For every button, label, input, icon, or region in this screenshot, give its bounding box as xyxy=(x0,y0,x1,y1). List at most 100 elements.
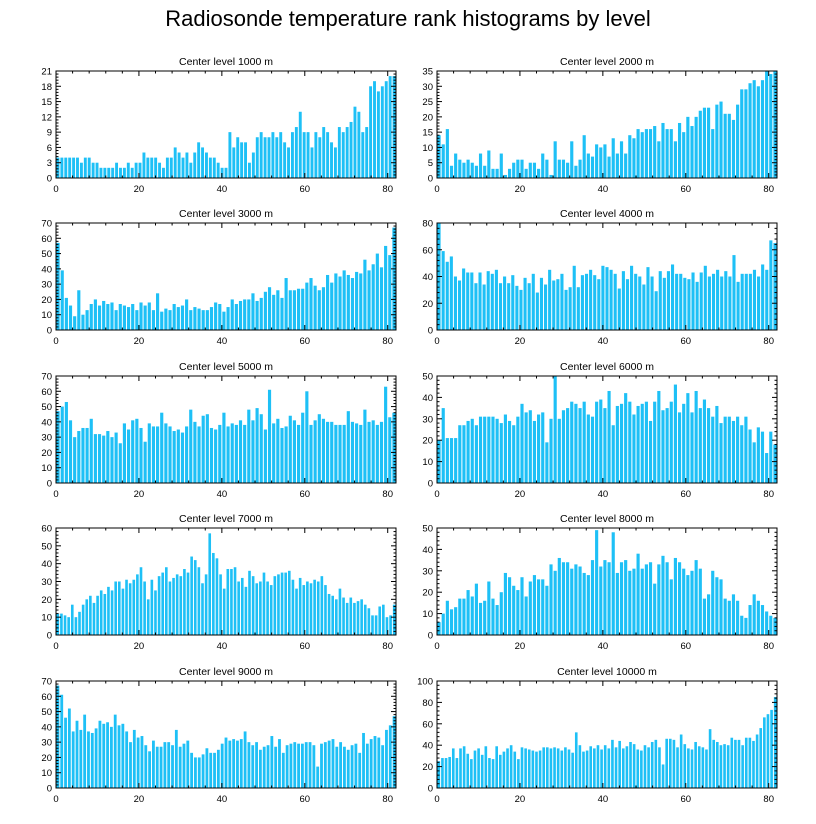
y-tick-label: 10 xyxy=(422,457,433,468)
histogram-bar xyxy=(248,570,251,635)
histogram-bar xyxy=(85,427,89,483)
histogram-bar xyxy=(89,595,92,635)
histogram-bar xyxy=(157,576,161,635)
histogram-bar xyxy=(658,271,662,330)
histogram-bar xyxy=(535,292,539,330)
histogram-bar xyxy=(560,750,564,788)
histogram-bar xyxy=(343,746,346,788)
histogram-bar xyxy=(135,418,139,483)
histogram-bar xyxy=(369,86,373,178)
histogram-bar xyxy=(634,273,638,330)
histogram-bar xyxy=(650,741,654,788)
histogram-bar xyxy=(682,568,686,635)
histogram-bar xyxy=(297,743,300,788)
histogram-bar xyxy=(197,308,201,330)
histogram-bar xyxy=(164,423,168,483)
histogram-bar xyxy=(313,285,317,330)
histogram-bar xyxy=(677,562,682,635)
x-tick-label: 80 xyxy=(382,489,393,500)
histogram-bar xyxy=(578,408,582,483)
histogram-bar xyxy=(139,567,143,635)
histogram-bar xyxy=(156,426,160,483)
histogram-bar xyxy=(316,581,320,635)
histogram-bar xyxy=(236,740,239,788)
histogram-bar xyxy=(279,132,283,178)
x-tick-label: 20 xyxy=(515,336,526,347)
histogram-bar xyxy=(237,581,240,635)
histogram-bar xyxy=(345,127,349,178)
histogram-bar xyxy=(528,410,532,483)
histogram-bar xyxy=(632,568,636,635)
histogram-bar xyxy=(79,729,83,788)
histogram-bar xyxy=(56,411,60,483)
histogram-bar xyxy=(267,137,271,178)
histogram-bar xyxy=(389,615,392,635)
histogram-bar xyxy=(132,729,136,788)
histogram-bar xyxy=(342,270,346,330)
histogram-bar xyxy=(520,159,524,178)
histogram-bar xyxy=(740,425,744,483)
histogram-bar xyxy=(445,129,449,178)
histogram-bar xyxy=(586,414,590,483)
histogram-bar xyxy=(349,597,353,635)
histogram-bar xyxy=(615,405,619,483)
histogram-bar xyxy=(712,739,716,788)
histogram-bar xyxy=(72,157,76,178)
histogram-bar xyxy=(549,748,553,788)
histogram-bar xyxy=(232,147,236,178)
histogram-bar xyxy=(169,157,173,178)
histogram-bar xyxy=(236,137,240,178)
histogram-bar xyxy=(346,749,350,788)
histogram-bar xyxy=(686,116,690,178)
histogram-bar xyxy=(305,282,309,330)
histogram-bar xyxy=(159,746,163,788)
histogram-bar xyxy=(284,426,288,483)
histogram-bar xyxy=(212,552,215,635)
y-tick-label: 80 xyxy=(422,219,433,230)
y-tick-label: 20 xyxy=(422,299,433,310)
histogram-bar xyxy=(60,406,64,483)
histogram-bar xyxy=(388,255,392,330)
histogram-bar xyxy=(676,747,679,788)
histogram-bar xyxy=(276,418,280,483)
y-tick-label: 60 xyxy=(41,234,52,245)
histogram-bar xyxy=(769,74,773,178)
histogram-bar xyxy=(209,752,213,788)
x-tick-label: 20 xyxy=(515,794,526,805)
x-tick-label: 40 xyxy=(598,641,609,652)
y-tick-label: 10 xyxy=(41,310,52,321)
histogram-bar xyxy=(532,420,537,483)
histogram-bar xyxy=(741,745,744,788)
histogram-bar xyxy=(234,304,238,330)
histogram-bar xyxy=(491,416,495,483)
histogram-bar xyxy=(367,421,371,483)
histogram-bar xyxy=(76,157,79,178)
x-tick-label: 60 xyxy=(299,794,310,805)
y-tick-label: 30 xyxy=(422,414,433,425)
histogram-bar xyxy=(114,432,118,483)
histogram-bar xyxy=(494,269,498,330)
histogram-bar xyxy=(752,740,755,788)
histogram-bar xyxy=(752,269,757,330)
histogram-bar xyxy=(140,736,144,788)
histogram-bar xyxy=(702,598,707,635)
histogram-bar xyxy=(574,403,578,483)
histogram-bar xyxy=(640,568,644,635)
histogram-bar xyxy=(219,574,222,635)
x-tick-label: 80 xyxy=(382,794,393,805)
panel-title: Center level 10000 m xyxy=(557,666,657,678)
histogram-bar xyxy=(298,577,302,635)
histogram-bar xyxy=(617,288,621,330)
histogram-bar xyxy=(648,562,653,635)
histogram-bar xyxy=(125,731,129,788)
y-tick-label: 30 xyxy=(41,280,52,291)
histogram-bar xyxy=(126,307,131,330)
histogram-bar xyxy=(275,137,279,178)
histogram-bar xyxy=(744,416,748,483)
histogram-bar xyxy=(258,749,262,788)
histogram-bar xyxy=(711,129,715,178)
histogram-bar xyxy=(289,743,293,788)
histogram-bar xyxy=(97,434,102,483)
histogram-bar xyxy=(385,617,389,635)
histogram-bar xyxy=(77,431,81,483)
